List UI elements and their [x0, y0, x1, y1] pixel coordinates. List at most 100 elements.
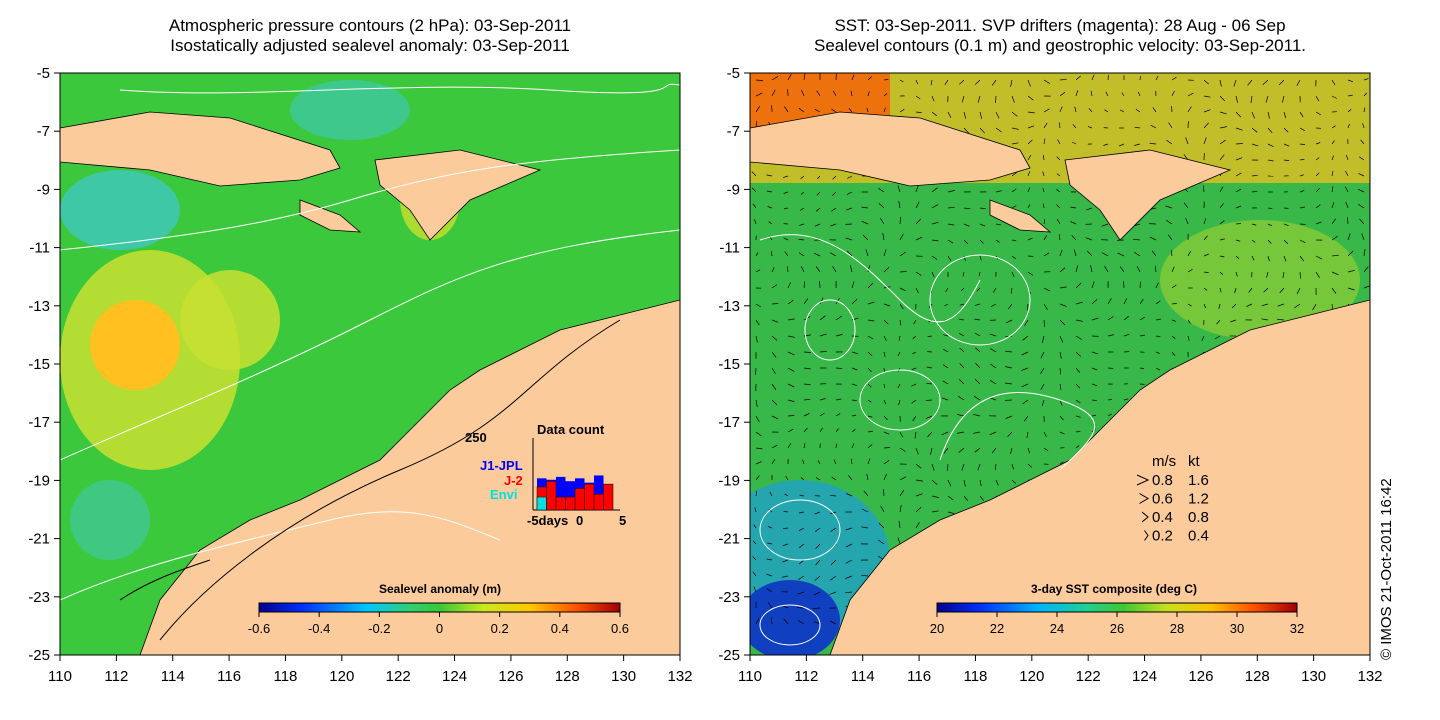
velocity-vector [1119, 109, 1125, 113]
velocity-vector [800, 191, 805, 195]
velocity-vector [1056, 219, 1061, 225]
velocity-vector [1027, 79, 1031, 87]
sealevel-contour [759, 604, 821, 646]
velocity-vector [1139, 367, 1145, 369]
sst-cold-region [750, 580, 840, 655]
right-map-title: SST: 03-Sep-2011. SVP drifters (magenta)… [750, 16, 1370, 56]
sla-teal-blob [70, 480, 150, 560]
velocity-vector [1251, 239, 1256, 243]
velocity-vector [1105, 91, 1109, 97]
velocity-vector [813, 591, 821, 596]
velocity-vector [898, 201, 901, 209]
velocity-vector [1261, 318, 1269, 321]
lon-label: 130 [1301, 668, 1326, 685]
velocity-vector [995, 223, 1001, 226]
velocity-vector [832, 175, 837, 180]
velocity-vector [819, 412, 825, 417]
data-count-bar-j2 [555, 496, 566, 511]
velocity-legend-header-kt: kt [1188, 453, 1201, 470]
velocity-vector [1203, 137, 1207, 145]
velocity-vector [771, 383, 777, 390]
velocity-vector [990, 363, 997, 369]
velocity-vector [1011, 142, 1019, 145]
velocity-vector [1233, 79, 1237, 87]
velocity-vector [1074, 106, 1077, 113]
velocity-vector [990, 348, 997, 353]
velocity-vector [995, 239, 1000, 243]
velocity-vector [1043, 447, 1049, 452]
velocity-vector [1056, 204, 1061, 209]
velocity-vector [1056, 189, 1061, 193]
velocity-vector [1056, 173, 1061, 177]
velocity-vector [1331, 271, 1339, 276]
velocity-vector [755, 447, 763, 450]
velocity-vector [796, 607, 805, 609]
velocity-vector [1027, 154, 1032, 161]
velocity-vector [995, 127, 1002, 133]
velocity-vector [1315, 188, 1320, 193]
velocity-vector [867, 91, 870, 97]
velocity-vector [1134, 252, 1141, 257]
sla-colorbar-label: Sealevel anomaly (m) [379, 582, 501, 596]
velocity-vector [1073, 249, 1077, 257]
velocity-vector [851, 367, 858, 371]
velocity-vector [915, 287, 919, 294]
velocity-vector [1203, 218, 1207, 225]
velocity-vector [803, 73, 806, 81]
velocity-vector [1059, 335, 1064, 343]
velocity-vector [1278, 79, 1285, 86]
velocity-vector [1363, 285, 1370, 289]
velocity-vector [943, 334, 949, 337]
velocity-vector [1235, 111, 1242, 118]
velocity-vector [883, 383, 886, 388]
velocity-vector [1203, 287, 1208, 291]
velocity-vector [766, 588, 773, 593]
velocity-vector [767, 206, 773, 209]
velocity-vector [771, 284, 777, 289]
legend-envi: Envi [490, 487, 517, 502]
velocity-vector [771, 367, 776, 375]
velocity-vector [851, 429, 856, 433]
velocity-vector [814, 252, 821, 257]
velocity-vector [989, 431, 997, 436]
velocity-vector [867, 265, 870, 273]
sst-colorbar-gradient [936, 602, 1298, 613]
lat-label: -15 [28, 356, 50, 373]
velocity-vector [803, 443, 806, 449]
velocity-vector [1155, 351, 1160, 354]
velocity-vector [1170, 249, 1173, 257]
velocity-vector [1331, 155, 1334, 161]
data-count-inset: Data count 250 -5days 0 5 J1-JPL J-2 Env… [465, 422, 626, 528]
velocity-vector [973, 413, 981, 417]
velocity-vector [1011, 95, 1015, 103]
sst-colorbar-ticks: 20 22 24 26 28 30 32 [930, 612, 1304, 636]
velocity-vector [1137, 91, 1141, 97]
velocity-vector [878, 203, 885, 209]
sealevel-contour [929, 254, 1031, 346]
velocity-legend-kt: 0.4 [1188, 528, 1209, 545]
velocity-vector [977, 463, 981, 471]
velocity-vector [878, 522, 885, 529]
velocity-vector [1010, 447, 1013, 454]
velocity-vector [1011, 172, 1017, 177]
lat-label: -15 [718, 356, 740, 373]
velocity-vector [771, 444, 778, 449]
velocity-vector [883, 473, 887, 481]
velocity-vector [755, 303, 762, 308]
velocity-vector [1357, 188, 1365, 193]
velocity-vector [1251, 111, 1255, 119]
velocity-vector [1219, 79, 1222, 87]
velocity-vector [814, 511, 821, 515]
lon-label: 112 [104, 668, 128, 685]
velocity-vector [1107, 334, 1114, 337]
velocity-vector [1187, 106, 1192, 113]
sst-colorbar: 3-day SST composite (deg C) 20 22 24 26 28 30… [930, 582, 1304, 636]
velocity-vector [1296, 287, 1301, 295]
velocity-vector [1011, 463, 1014, 470]
velocity-vector [976, 287, 981, 292]
velocity-vector [1043, 122, 1048, 129]
sla-orange-blob [90, 300, 180, 390]
velocity-vector [861, 220, 869, 225]
pressure-contour [60, 149, 680, 251]
velocity-vector [1071, 141, 1077, 145]
